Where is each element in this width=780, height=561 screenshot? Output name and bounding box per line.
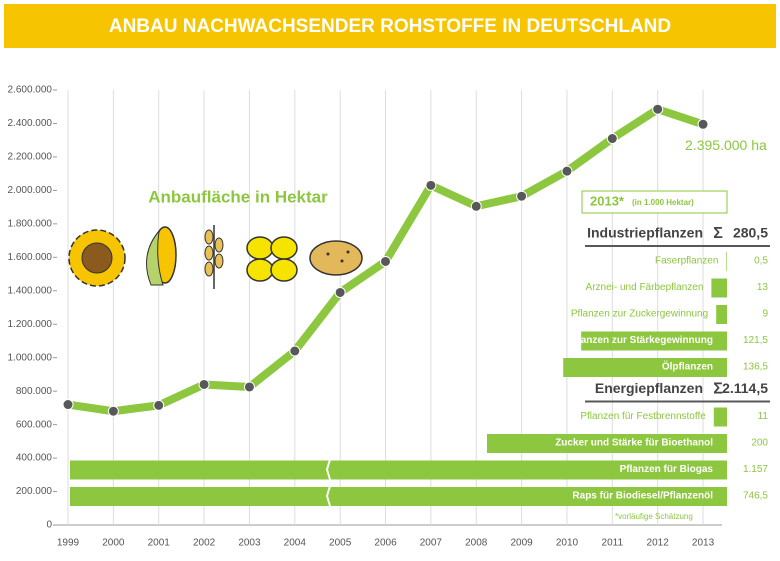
- y-tick-label: 800.000: [16, 386, 53, 397]
- bar: [711, 278, 727, 298]
- sum-symbol: Σ: [713, 381, 723, 398]
- corn-icon: [146, 226, 177, 286]
- y-tick-label: 2.600.000: [8, 85, 53, 96]
- footnote: *vorläufige Schätzung: [615, 512, 693, 521]
- rapeseed-icon: [246, 236, 298, 282]
- axis-break: [325, 459, 331, 480]
- data-point: [516, 190, 528, 202]
- value-label: 121,5: [743, 335, 768, 346]
- data-point: [289, 345, 301, 357]
- bar-label: Pflanzen für Biogas: [620, 464, 714, 475]
- value-annotation: 2.395.000 ha: [685, 137, 767, 153]
- data-point: [470, 200, 482, 212]
- value-label: 11: [758, 411, 769, 422]
- axis-break: [325, 485, 331, 507]
- value-label: 9: [762, 309, 768, 320]
- bar-subtitle: (in 1.000 Hektar): [632, 198, 694, 207]
- crop-icons: [68, 225, 363, 289]
- value-label: 200: [751, 438, 768, 449]
- bar-label: Raps für Biodiesel/Pflanzenöl: [572, 491, 713, 502]
- data-point: [697, 118, 709, 130]
- data-point: [425, 179, 437, 191]
- bar-label: Pflanzen für Festbrennstoffe: [580, 411, 706, 422]
- data-point: [380, 255, 392, 267]
- bar-label: Pflanzen zur Zuckergewinnung: [571, 309, 708, 320]
- x-tick-label: 2013: [692, 538, 715, 549]
- header-band: [4, 4, 776, 48]
- bar-label: Faserpflanzen: [655, 256, 718, 267]
- value-label: 13: [757, 282, 769, 293]
- group-total: 280,5: [733, 225, 768, 241]
- group-total: 2.114,5: [722, 380, 768, 396]
- group-underline: [585, 245, 770, 247]
- y-tick-label: 2.400.000: [8, 118, 53, 129]
- data-point: [652, 103, 664, 115]
- data-point: [334, 286, 346, 298]
- x-tick-label: 2003: [238, 538, 261, 549]
- x-tick-label: 2012: [647, 538, 670, 549]
- y-tick-label: 600.000: [16, 419, 53, 430]
- y-tick-label: 1.000.000: [8, 352, 53, 363]
- x-tick-label: 2006: [374, 538, 397, 549]
- data-point: [62, 399, 74, 411]
- x-tick-label: 2010: [556, 538, 579, 549]
- sunflower-icon: [68, 229, 126, 287]
- bar-label: Zucker und Stärke für Bioethanol: [555, 438, 713, 449]
- x-tick-label: 2009: [510, 538, 533, 549]
- y-tick-label: 200.000: [16, 486, 53, 497]
- bar: [487, 434, 727, 453]
- x-tick-label: 2008: [465, 538, 488, 549]
- bar-title: 2013*: [590, 193, 625, 208]
- sum-symbol: Σ: [713, 225, 723, 242]
- group-underline: [585, 400, 770, 403]
- y-tick-label: 2.200.000: [8, 152, 53, 163]
- header-title: ANBAU NACHWACHSENDER ROHSTOFFE IN DEUTSC…: [109, 16, 671, 37]
- value-label: 1.157: [743, 464, 768, 475]
- y-tick-label: 2.000.000: [8, 185, 53, 196]
- value-label: 0,5: [754, 256, 768, 267]
- legend-box: [581, 190, 728, 214]
- wheat-icon: [204, 225, 224, 289]
- value-label: 136,5: [743, 362, 768, 373]
- bar: [726, 252, 727, 271]
- bar: [581, 331, 727, 351]
- bar: [70, 487, 727, 506]
- x-tick-label: 2001: [148, 538, 171, 549]
- bar-label: Pflanzen zur Stärkegewinnung: [568, 335, 713, 346]
- data-point: [107, 405, 119, 417]
- data-point: [153, 399, 165, 411]
- value-label: 746,5: [743, 491, 768, 502]
- data-point: [198, 378, 210, 390]
- data-point: [243, 381, 255, 393]
- y-tick-label: 0: [46, 520, 52, 531]
- bar-label: Arznei- und Färbepflanzen: [586, 282, 704, 293]
- bar: [563, 358, 727, 377]
- x-tick-label: 2000: [102, 538, 125, 549]
- x-tick-label: 2002: [193, 538, 216, 549]
- bar: [70, 460, 727, 480]
- y-tick-label: 1.600.000: [8, 252, 53, 263]
- y-tick-label: 1.400.000: [8, 285, 53, 296]
- data-point: [561, 165, 573, 177]
- x-tick-label: 2011: [602, 538, 624, 549]
- bar: [716, 305, 727, 324]
- group-name: Energiepflanzen: [595, 380, 703, 396]
- x-tick-label: 2007: [420, 538, 443, 549]
- chart-subtitle: Anbaufläche in Hektar: [148, 187, 328, 206]
- y-tick-label: 1.200.000: [8, 319, 53, 330]
- y-tick-label: 400.000: [16, 453, 53, 464]
- data-point: [606, 133, 618, 145]
- bar: [713, 407, 727, 427]
- x-tick-label: 2004: [284, 538, 307, 549]
- bar-label: Ölpflanzen: [662, 360, 713, 373]
- x-tick-label: 1999: [57, 538, 80, 549]
- potato-icon: [309, 240, 363, 276]
- x-tick-label: 2005: [329, 538, 352, 549]
- y-tick-label: 1.800.000: [8, 218, 53, 229]
- group-name: Industriepflanzen: [587, 225, 703, 241]
